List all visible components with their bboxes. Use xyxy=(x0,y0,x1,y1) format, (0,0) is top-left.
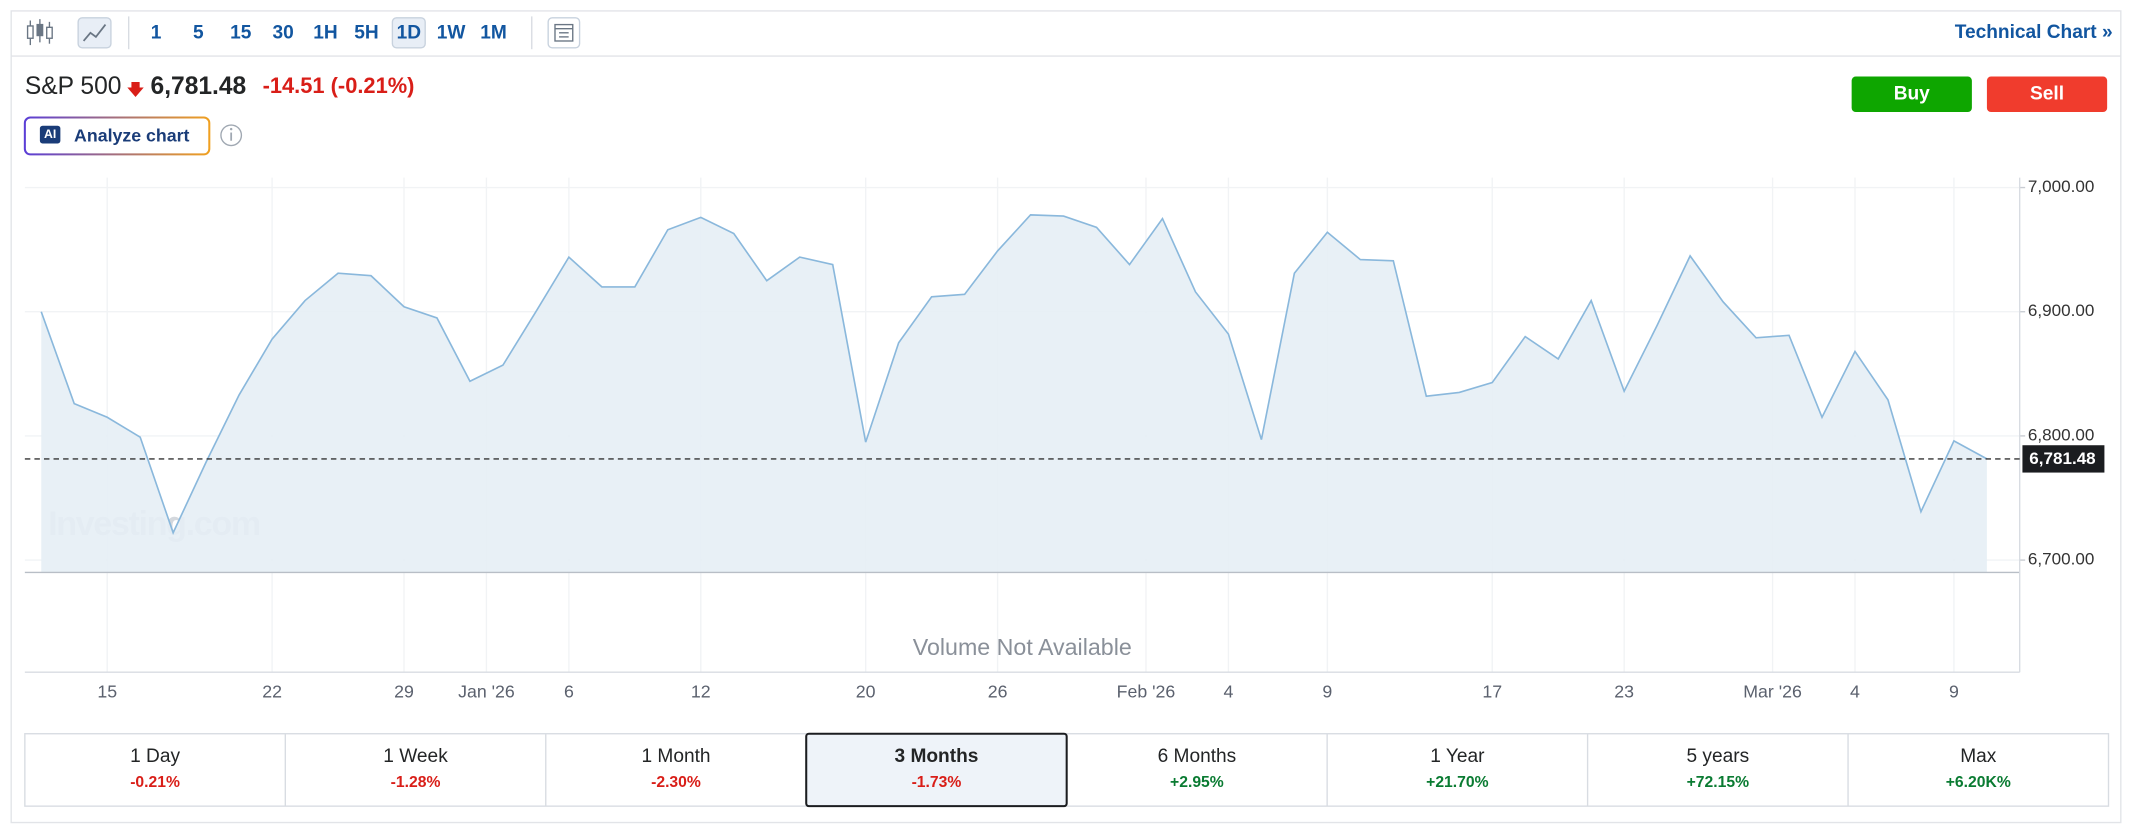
down-arrow xyxy=(127,81,144,98)
interval[interactable]: 1W xyxy=(437,23,467,44)
line xyxy=(40,214,1988,535)
interval-selected xyxy=(391,17,426,49)
x-tick-label: 9 xyxy=(1322,681,1332,701)
analyze-label: Analyze chart xyxy=(74,125,190,145)
sell-label: Sell xyxy=(2030,83,2064,104)
sell-button[interactable]: Sell xyxy=(1986,76,2108,113)
y-tick-label: 6,800.00 xyxy=(2028,425,2094,444)
period-change[interactable]: +6.20K% xyxy=(1946,774,2011,791)
instrument-name: S&P 500 xyxy=(25,73,122,100)
price-change: -14.51 (-0.21%) xyxy=(263,73,415,98)
x-tick-label: 4 xyxy=(1223,681,1233,701)
period-change[interactable]: +21.70% xyxy=(1426,774,1488,791)
price-label: 6,781.48 xyxy=(2029,449,2095,468)
period-label[interactable]: 6 Months xyxy=(1158,746,1237,767)
period-change[interactable]: +2.95% xyxy=(1170,774,1224,791)
info-icon[interactable] xyxy=(220,124,243,147)
period-label[interactable]: 5 years xyxy=(1686,746,1749,767)
period-change[interactable]: -0.21% xyxy=(130,774,180,791)
buy-button[interactable]: Buy xyxy=(1851,76,1972,113)
interval[interactable]: 30 xyxy=(272,23,293,44)
candles-icon[interactable] xyxy=(26,19,53,46)
price-label-bg xyxy=(2022,445,2105,473)
period-tabs: 1 Day -0.21% 1 Week -1.28% 1 Month -2.30% 3 Mo… xyxy=(24,732,2110,808)
period-label[interactable]: Max xyxy=(1960,746,1997,767)
x-tick-label: 12 xyxy=(691,681,711,701)
x-tick-label: 23 xyxy=(1614,681,1634,701)
y-tick-label: 6,900.00 xyxy=(2028,301,2094,320)
chart: 15 22 29 Jan '26 6 12 20 26 Feb '26 4 9 17 23 Mar '26… xyxy=(24,177,2105,701)
x-tick-label: 4 xyxy=(1850,681,1860,701)
period-label[interactable]: 1 Month xyxy=(641,746,710,767)
interval[interactable]: 5H xyxy=(354,23,378,44)
interval[interactable]: 15 xyxy=(230,23,252,44)
volume-note: Volume Not Available xyxy=(913,634,1132,660)
period-change[interactable]: -1.28% xyxy=(391,774,441,791)
period-change[interactable]: -1.73% xyxy=(912,774,962,791)
period-label[interactable]: 1 Week xyxy=(383,746,448,767)
period-label[interactable]: 1 Day xyxy=(130,746,180,767)
price: 6,781.48 xyxy=(151,73,247,100)
buy-label: Buy xyxy=(1894,83,1930,104)
ai-badge: AI xyxy=(44,127,56,141)
interval[interactable]: 5 xyxy=(193,23,204,44)
interval[interactable]: 1D xyxy=(397,23,421,44)
area xyxy=(41,214,1987,573)
area-icon[interactable] xyxy=(77,17,112,49)
x-tick-label: 6 xyxy=(564,681,574,701)
x-tick-label: 26 xyxy=(988,681,1008,701)
period-label[interactable]: 1 Year xyxy=(1430,746,1485,767)
y-tick-label: 7,000.00 xyxy=(2028,177,2094,196)
x-tick-label: 15 xyxy=(97,681,117,701)
period-label[interactable]: 3 Months xyxy=(895,746,979,767)
period-change[interactable]: +72.15% xyxy=(1687,774,1749,791)
technical-chart-link[interactable]: Technical Chart » xyxy=(1955,22,2113,43)
x-tick-label: 20 xyxy=(856,681,876,701)
period-change[interactable]: -2.30% xyxy=(651,774,701,791)
x-tick-label: 22 xyxy=(262,681,282,701)
x-tick-label: 17 xyxy=(1482,681,1502,701)
layout-icon[interactable] xyxy=(547,17,581,49)
period-selected xyxy=(805,732,1068,808)
y-tick-label: 6,700.00 xyxy=(2028,550,2094,569)
interval[interactable]: 1 xyxy=(151,23,162,44)
x-tick-label: 9 xyxy=(1949,681,1959,701)
x-tick-label: Feb '26 xyxy=(1117,681,1176,701)
x-tick-label: Mar '26 xyxy=(1743,681,1802,701)
x-tick-label: 29 xyxy=(394,681,414,701)
interval[interactable]: 1H xyxy=(313,23,337,44)
interval[interactable]: 1M xyxy=(480,23,507,44)
x-tick-label: Jan '26 xyxy=(458,681,515,701)
analyze-button[interactable]: AI Analyze chart xyxy=(23,116,211,156)
